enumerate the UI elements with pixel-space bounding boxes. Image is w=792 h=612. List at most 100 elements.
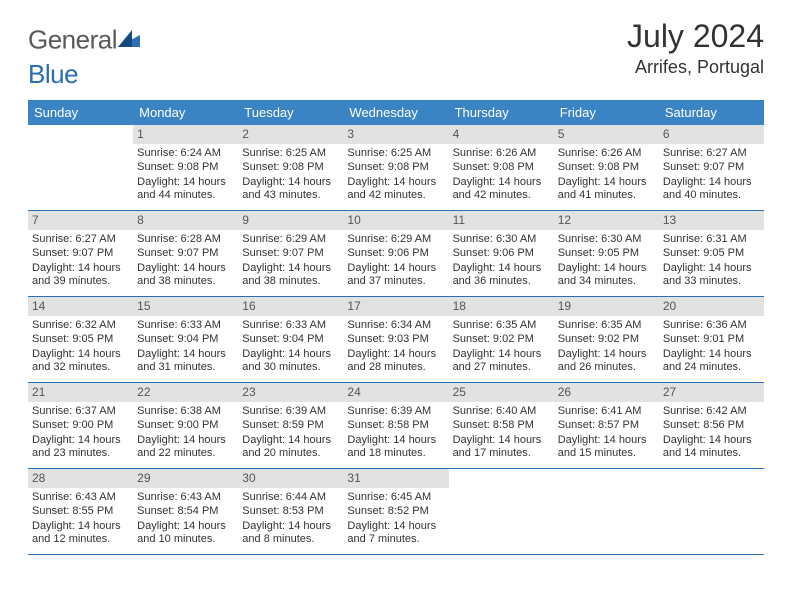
sunrise-line: Sunrise: 6:36 AM [663, 319, 760, 333]
day-cell: 30Sunrise: 6:44 AMSunset: 8:53 PMDayligh… [238, 469, 343, 555]
day-cell: 6Sunrise: 6:27 AMSunset: 9:07 PMDaylight… [659, 125, 764, 211]
sunset-line: Sunset: 9:08 PM [558, 161, 655, 175]
sunset-line: Sunset: 8:58 PM [347, 419, 444, 433]
day-number: 28 [28, 469, 133, 488]
sunrise-line: Sunrise: 6:30 AM [558, 233, 655, 247]
day-body: Sunrise: 6:40 AMSunset: 8:58 PMDaylight:… [449, 402, 554, 468]
day-body: Sunrise: 6:41 AMSunset: 8:57 PMDaylight:… [554, 402, 659, 468]
day-body: Sunrise: 6:25 AMSunset: 9:08 PMDaylight:… [238, 144, 343, 210]
sunset-line: Sunset: 9:06 PM [347, 247, 444, 261]
day-body: Sunrise: 6:34 AMSunset: 9:03 PMDaylight:… [343, 316, 448, 382]
day-number: 15 [133, 297, 238, 316]
logo-text: General Blue [28, 24, 141, 90]
day-number: 1 [133, 125, 238, 144]
daylight-line: Daylight: 14 hours and 31 minutes. [137, 348, 234, 376]
day-number: 2 [238, 125, 343, 144]
day-cell: 31Sunrise: 6:45 AMSunset: 8:52 PMDayligh… [343, 469, 448, 555]
day-body: Sunrise: 6:33 AMSunset: 9:04 PMDaylight:… [238, 316, 343, 382]
daylight-line: Daylight: 14 hours and 17 minutes. [453, 434, 550, 462]
sunrise-line: Sunrise: 6:25 AM [347, 147, 444, 161]
day-body: Sunrise: 6:37 AMSunset: 9:00 PMDaylight:… [28, 402, 133, 468]
logo-text-part2: Blue [28, 59, 78, 89]
day-cell: 25Sunrise: 6:40 AMSunset: 8:58 PMDayligh… [449, 383, 554, 469]
sunrise-line: Sunrise: 6:40 AM [453, 405, 550, 419]
daylight-line: Daylight: 14 hours and 34 minutes. [558, 262, 655, 290]
sunset-line: Sunset: 9:08 PM [242, 161, 339, 175]
day-number: 20 [659, 297, 764, 316]
day-number: 11 [449, 211, 554, 230]
daylight-line: Daylight: 14 hours and 8 minutes. [242, 520, 339, 548]
sunrise-line: Sunrise: 6:38 AM [137, 405, 234, 419]
sunrise-line: Sunrise: 6:43 AM [32, 491, 129, 505]
flag-icon [118, 24, 140, 55]
day-cell: 12Sunrise: 6:30 AMSunset: 9:05 PMDayligh… [554, 211, 659, 297]
daylight-line: Daylight: 14 hours and 14 minutes. [663, 434, 760, 462]
sunrise-line: Sunrise: 6:25 AM [242, 147, 339, 161]
day-number: 8 [133, 211, 238, 230]
sunrise-line: Sunrise: 6:33 AM [242, 319, 339, 333]
daylight-line: Daylight: 14 hours and 42 minutes. [453, 176, 550, 204]
daylight-line: Daylight: 14 hours and 10 minutes. [137, 520, 234, 548]
sunset-line: Sunset: 9:06 PM [453, 247, 550, 261]
dow-header: Thursday [449, 100, 554, 125]
sunset-line: Sunset: 8:59 PM [242, 419, 339, 433]
day-number: 24 [343, 383, 448, 402]
empty-cell [554, 469, 659, 555]
day-cell: 9Sunrise: 6:29 AMSunset: 9:07 PMDaylight… [238, 211, 343, 297]
day-cell: 18Sunrise: 6:35 AMSunset: 9:02 PMDayligh… [449, 297, 554, 383]
daylight-line: Daylight: 14 hours and 39 minutes. [32, 262, 129, 290]
day-number: 27 [659, 383, 764, 402]
day-body: Sunrise: 6:26 AMSunset: 9:08 PMDaylight:… [449, 144, 554, 210]
day-cell: 28Sunrise: 6:43 AMSunset: 8:55 PMDayligh… [28, 469, 133, 555]
sunset-line: Sunset: 8:54 PM [137, 505, 234, 519]
sunrise-line: Sunrise: 6:31 AM [663, 233, 760, 247]
sunrise-line: Sunrise: 6:29 AM [242, 233, 339, 247]
daylight-line: Daylight: 14 hours and 24 minutes. [663, 348, 760, 376]
day-number: 22 [133, 383, 238, 402]
calendar-grid: SundayMondayTuesdayWednesdayThursdayFrid… [28, 100, 764, 555]
daylight-line: Daylight: 14 hours and 28 minutes. [347, 348, 444, 376]
sunset-line: Sunset: 8:55 PM [32, 505, 129, 519]
day-body: Sunrise: 6:39 AMSunset: 8:59 PMDaylight:… [238, 402, 343, 468]
day-cell: 8Sunrise: 6:28 AMSunset: 9:07 PMDaylight… [133, 211, 238, 297]
day-body: Sunrise: 6:39 AMSunset: 8:58 PMDaylight:… [343, 402, 448, 468]
daylight-line: Daylight: 14 hours and 23 minutes. [32, 434, 129, 462]
day-cell: 1Sunrise: 6:24 AMSunset: 9:08 PMDaylight… [133, 125, 238, 211]
day-body: Sunrise: 6:29 AMSunset: 9:06 PMDaylight:… [343, 230, 448, 296]
sunset-line: Sunset: 9:04 PM [137, 333, 234, 347]
sunset-line: Sunset: 9:05 PM [663, 247, 760, 261]
day-cell: 19Sunrise: 6:35 AMSunset: 9:02 PMDayligh… [554, 297, 659, 383]
day-number: 16 [238, 297, 343, 316]
day-body: Sunrise: 6:35 AMSunset: 9:02 PMDaylight:… [449, 316, 554, 382]
day-body: Sunrise: 6:28 AMSunset: 9:07 PMDaylight:… [133, 230, 238, 296]
day-cell: 27Sunrise: 6:42 AMSunset: 8:56 PMDayligh… [659, 383, 764, 469]
day-cell: 15Sunrise: 6:33 AMSunset: 9:04 PMDayligh… [133, 297, 238, 383]
sunrise-line: Sunrise: 6:39 AM [347, 405, 444, 419]
daylight-line: Daylight: 14 hours and 32 minutes. [32, 348, 129, 376]
day-number: 31 [343, 469, 448, 488]
day-body: Sunrise: 6:32 AMSunset: 9:05 PMDaylight:… [28, 316, 133, 382]
daylight-line: Daylight: 14 hours and 30 minutes. [242, 348, 339, 376]
day-cell: 16Sunrise: 6:33 AMSunset: 9:04 PMDayligh… [238, 297, 343, 383]
day-number: 9 [238, 211, 343, 230]
sunset-line: Sunset: 9:07 PM [242, 247, 339, 261]
sunset-line: Sunset: 9:05 PM [558, 247, 655, 261]
logo: General Blue [28, 18, 141, 90]
sunrise-line: Sunrise: 6:45 AM [347, 491, 444, 505]
daylight-line: Daylight: 14 hours and 37 minutes. [347, 262, 444, 290]
daylight-line: Daylight: 14 hours and 20 minutes. [242, 434, 339, 462]
day-cell: 26Sunrise: 6:41 AMSunset: 8:57 PMDayligh… [554, 383, 659, 469]
daylight-line: Daylight: 14 hours and 15 minutes. [558, 434, 655, 462]
daylight-line: Daylight: 14 hours and 44 minutes. [137, 176, 234, 204]
day-number: 29 [133, 469, 238, 488]
sunset-line: Sunset: 8:52 PM [347, 505, 444, 519]
sunset-line: Sunset: 9:08 PM [347, 161, 444, 175]
sunset-line: Sunset: 9:02 PM [453, 333, 550, 347]
daylight-line: Daylight: 14 hours and 42 minutes. [347, 176, 444, 204]
day-cell: 10Sunrise: 6:29 AMSunset: 9:06 PMDayligh… [343, 211, 448, 297]
sunrise-line: Sunrise: 6:30 AM [453, 233, 550, 247]
logo-text-part1: General [28, 24, 117, 54]
sunrise-line: Sunrise: 6:28 AM [137, 233, 234, 247]
day-number: 30 [238, 469, 343, 488]
sunset-line: Sunset: 9:07 PM [663, 161, 760, 175]
